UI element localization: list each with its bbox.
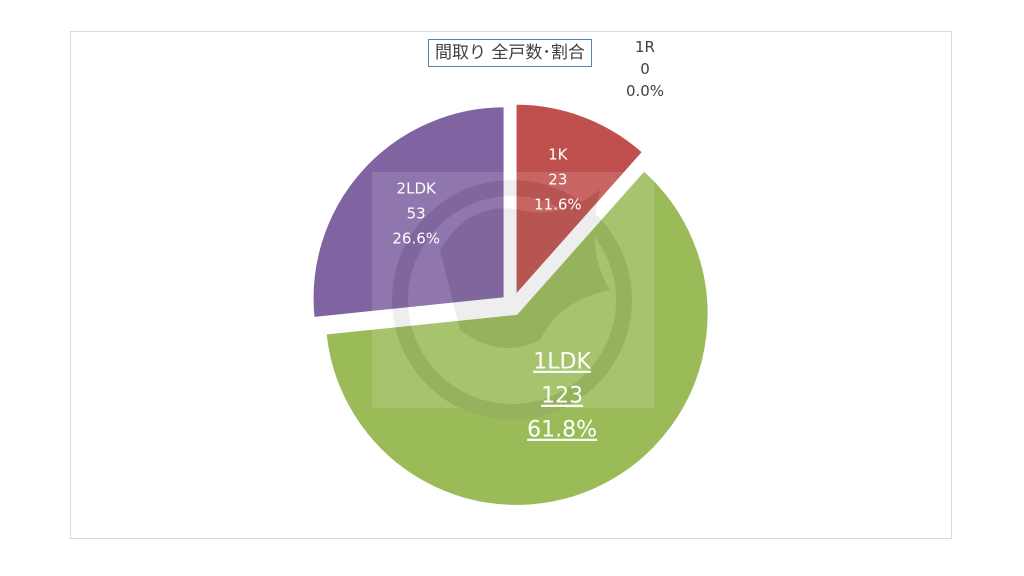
logo-watermark xyxy=(372,172,654,420)
data-label-1r-value: 0 xyxy=(640,60,650,78)
data-label-2ldk-percent: 26.6% xyxy=(392,230,440,248)
data-label-1r-category: 1R xyxy=(635,38,655,56)
data-label-1r-percent: 0.0% xyxy=(626,82,664,100)
data-label-1ldk-category: 1LDK xyxy=(533,350,591,375)
data-label-1ldk-value: 123 xyxy=(541,384,583,409)
data-label-1k-value: 23 xyxy=(548,170,567,188)
data-label-1ldk-percent: 61.8% xyxy=(527,418,597,443)
data-label-1k-percent: 11.6% xyxy=(534,195,582,213)
pie-slice-2ldk xyxy=(311,105,506,320)
data-label-2ldk-value: 53 xyxy=(407,205,426,223)
data-label-1k-category: 1K xyxy=(548,145,569,163)
pie-slice-1k xyxy=(514,102,645,299)
pie-slice-1ldk xyxy=(324,168,710,507)
chart-title: 間取り 全戸数･割合 xyxy=(428,39,592,67)
data-label-2ldk-category: 2LDK xyxy=(397,180,437,198)
